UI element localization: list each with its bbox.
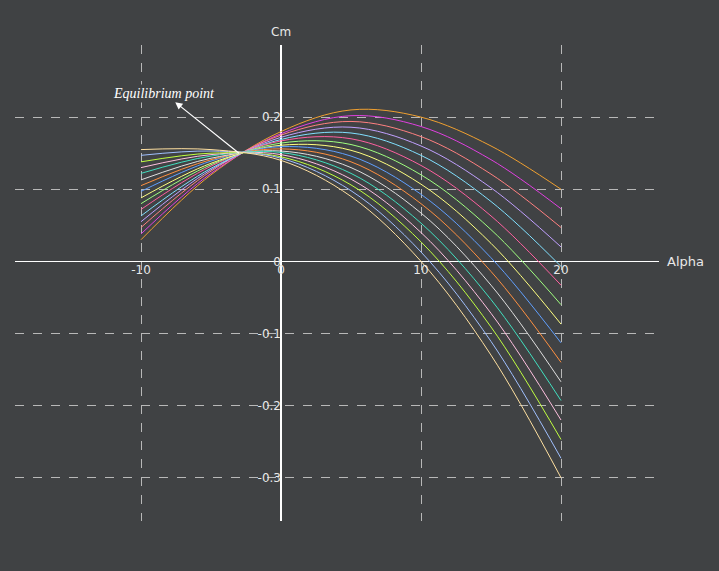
svg-text:Cm: Cm [271,25,291,39]
svg-text:0.1: 0.1 [262,182,281,196]
svg-text:20: 20 [553,263,568,277]
svg-text:-0.2: -0.2 [258,399,281,413]
svg-text:0: 0 [273,255,281,269]
svg-text:-0.1: -0.1 [258,327,281,341]
svg-text:-10: -10 [131,263,151,277]
svg-text:-0.3: -0.3 [258,471,281,485]
svg-text:10: 10 [413,263,428,277]
svg-text:0: 0 [277,263,285,277]
svg-text:Equilibrium point: Equilibrium point [113,86,215,101]
svg-text:0.2: 0.2 [262,110,281,124]
svg-text:Alpha: Alpha [667,254,704,269]
